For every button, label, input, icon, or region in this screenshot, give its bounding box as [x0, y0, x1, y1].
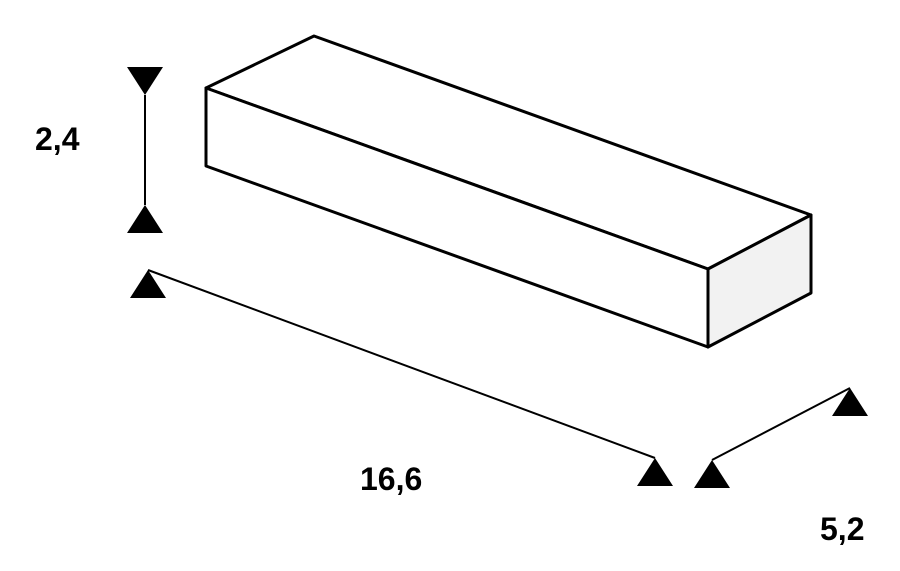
height-arrow-bottom-icon — [127, 205, 163, 233]
width-dimension-label: 5,2 — [820, 511, 864, 547]
length-dimension-label: 16,6 — [360, 461, 422, 497]
length-arrow-end-icon — [637, 458, 673, 486]
height-arrow-top-icon — [127, 67, 163, 95]
width-arrow-end-icon — [832, 388, 868, 416]
width-dimension-line — [712, 388, 850, 460]
dimension-diagram: 2,4 16,6 5,2 — [0, 0, 900, 571]
width-arrow-start-icon — [694, 460, 730, 488]
height-dimension-label: 2,4 — [35, 121, 80, 157]
